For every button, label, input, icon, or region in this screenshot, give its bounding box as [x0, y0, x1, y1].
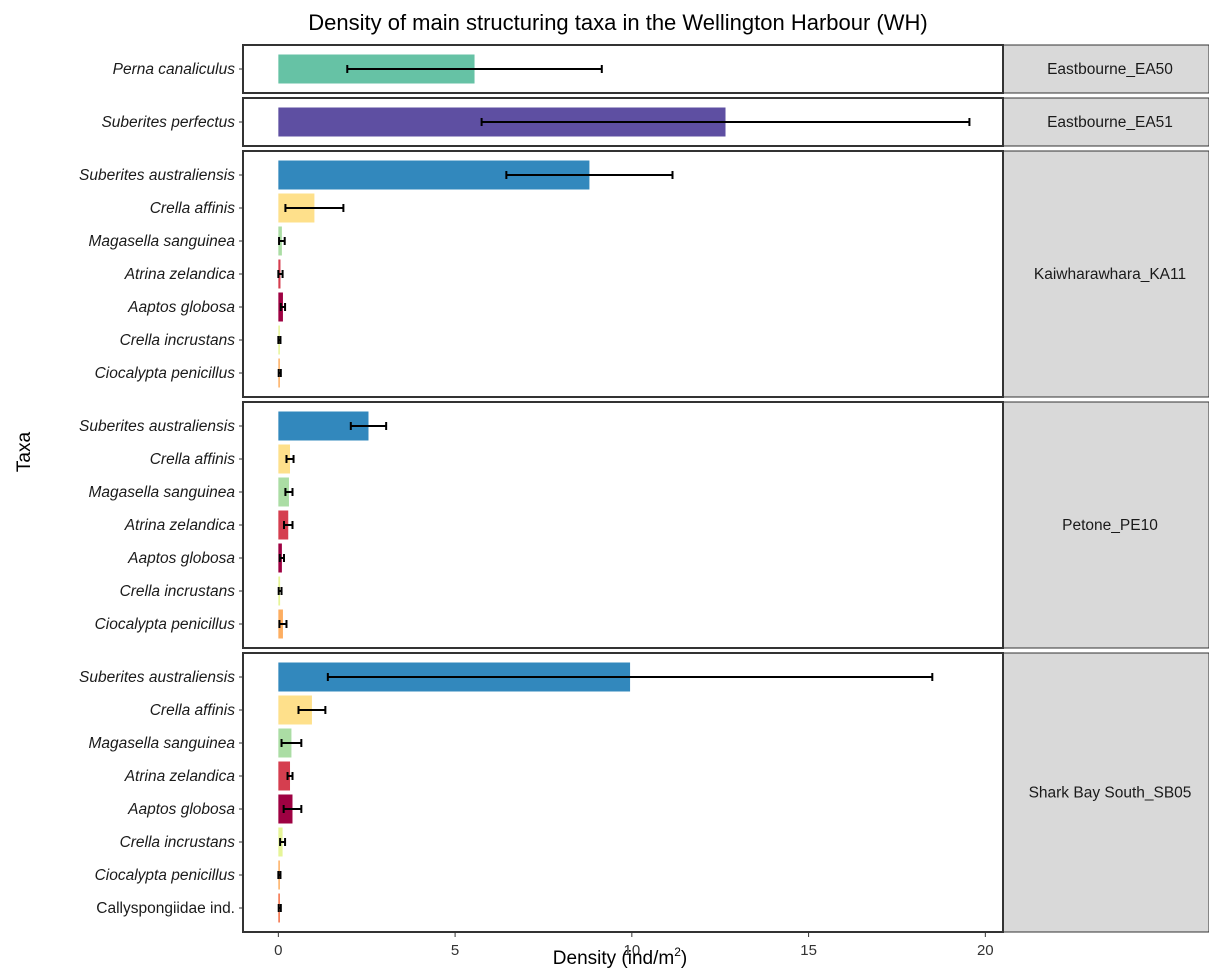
- panel-border: [242, 44, 1004, 94]
- panel-background: [243, 402, 1003, 648]
- error-bar-perna-canaliculus: [346, 65, 603, 73]
- error-bar-aaptos-globosa: [278, 554, 286, 562]
- x-tick-label: 10: [623, 942, 640, 959]
- category-label-suberites-perfectus: Suberites perfectus: [101, 114, 235, 131]
- error-bar-atrina-zelandica: [277, 270, 284, 278]
- error-bar-aaptos-globosa: [282, 805, 303, 813]
- error-bar-callyspongiidae-ind: [277, 904, 282, 912]
- error-bar-ciocalypta-penicillus: [277, 871, 282, 879]
- category-label-atrina-zelandica: Atrina zelandica: [124, 768, 236, 785]
- facet-strip-eastbourne-ea51: [1002, 97, 1209, 147]
- x-axis-title-text: Density (ind/m: [553, 948, 674, 969]
- bar-crella-affinis: [278, 444, 291, 474]
- panel-shark-bay-south-sb05: Shark Bay South_SB05 Suberites australien…: [79, 652, 1209, 933]
- x-tick-label: 5: [451, 942, 459, 959]
- x-tick-label: 0: [274, 942, 282, 959]
- panel-border: [242, 401, 1004, 649]
- category-label-suberites-australiensis: Suberites australiensis: [79, 418, 235, 435]
- category-label-magasella-sanguinea: Magasella sanguinea: [89, 233, 236, 250]
- category-label-ciocalypta-penicillus: Ciocalypta penicillus: [95, 365, 236, 382]
- category-label-suberites-australiensis: Suberites australiensis: [79, 669, 235, 686]
- facet-strip-label: Shark Bay South_SB05: [1029, 785, 1192, 802]
- category-label-crella-affinis: Crella affinis: [150, 200, 236, 217]
- category-label-callyspongiidae-ind: Callyspongiidae ind.: [96, 900, 235, 917]
- panel-background: [243, 151, 1003, 397]
- error-bar-magasella-sanguinea: [278, 237, 286, 245]
- panel-kaiwharawhara-ka11: Kaiwharawhara_KA11 Suberites australiensi…: [79, 150, 1209, 398]
- category-label-atrina-zelandica: Atrina zelandica: [124, 266, 236, 283]
- facet-strip-label: Eastbourne_EA51: [1047, 114, 1173, 131]
- error-bar-suberites-australiensis: [326, 673, 934, 681]
- error-bar-crella-affinis: [285, 455, 295, 463]
- error-bar-atrina-zelandica: [283, 521, 294, 529]
- panel-eastbourne-ea51: Eastbourne_EA51 Suberites perfectus: [101, 97, 1209, 147]
- facet-strip-label: Kaiwharawhara_KA11: [1034, 266, 1186, 283]
- error-bar-crella-affinis: [284, 204, 345, 212]
- error-bar-ciocalypta-penicillus: [278, 620, 288, 628]
- category-label-suberites-australiensis: Suberites australiensis: [79, 167, 235, 184]
- facet-strip-kaiwharawhara-ka11: [1002, 150, 1209, 398]
- y-axis-title: Taxa: [14, 432, 35, 473]
- error-bar-magasella-sanguinea: [284, 488, 294, 496]
- x-tick-label: 15: [800, 942, 817, 959]
- category-label-crella-incrustans: Crella incrustans: [120, 834, 236, 851]
- facet-strip-label: Petone_PE10: [1062, 517, 1158, 534]
- bar-atrina-zelandica: [278, 761, 291, 791]
- chart-title: Density of main structuring taxa in the …: [308, 10, 928, 35]
- category-label-crella-affinis: Crella affinis: [150, 702, 236, 719]
- category-label-ciocalypta-penicillus: Ciocalypta penicillus: [95, 867, 236, 884]
- error-bar-suberites-perfectus: [480, 118, 971, 126]
- panel-border: [242, 97, 1004, 147]
- category-label-aaptos-globosa: Aaptos globosa: [127, 550, 235, 567]
- x-axis-title: Density (ind/m2): [553, 945, 687, 969]
- category-label-magasella-sanguinea: Magasella sanguinea: [89, 735, 236, 752]
- error-bar-suberites-australiensis: [505, 171, 674, 179]
- category-label-crella-affinis: Crella affinis: [150, 451, 236, 468]
- facet-strip-petone-pe10: [1002, 401, 1209, 649]
- bar-magasella-sanguinea: [278, 477, 289, 507]
- error-bar-crella-incrustans: [279, 838, 287, 846]
- facet-strip-label: Eastbourne_EA50: [1047, 61, 1173, 78]
- error-bar-atrina-zelandica: [286, 772, 294, 780]
- facet-strip-eastbourne-ea50: [1002, 44, 1209, 94]
- category-label-magasella-sanguinea: Magasella sanguinea: [89, 484, 236, 501]
- category-label-crella-incrustans: Crella incrustans: [120, 332, 236, 349]
- error-bar-magasella-sanguinea: [280, 739, 303, 747]
- panel-border: [242, 652, 1004, 933]
- category-label-crella-incrustans: Crella incrustans: [120, 583, 236, 600]
- error-bar-crella-incrustans: [277, 336, 282, 344]
- panel-petone-pe10: Petone_PE10 Suberites australiensis Crella…: [79, 401, 1209, 649]
- error-bar-ciocalypta-penicillus: [277, 369, 282, 377]
- category-label-perna-canaliculus: Perna canaliculus: [113, 61, 236, 78]
- panel-background: [243, 653, 1003, 932]
- category-label-aaptos-globosa: Aaptos globosa: [127, 299, 235, 316]
- panel-eastbourne-ea50: Eastbourne_EA50 Perna canaliculus: [113, 44, 1209, 94]
- error-bar-suberites-australiensis: [349, 422, 388, 430]
- panel-border: [242, 150, 1004, 398]
- error-bar-crella-affinis: [297, 706, 327, 714]
- category-label-aaptos-globosa: Aaptos globosa: [127, 801, 235, 818]
- x-axis-title-superscript: 2: [674, 945, 681, 959]
- category-label-atrina-zelandica: Atrina zelandica: [124, 517, 236, 534]
- x-tick-label: 20: [977, 942, 994, 959]
- error-bar-crella-incrustans: [277, 587, 283, 595]
- x-axis-title-suffix: ): [681, 948, 687, 969]
- category-label-ciocalypta-penicillus: Ciocalypta penicillus: [95, 616, 236, 633]
- x-axis: 0 5 10 15 20: [274, 932, 994, 959]
- error-bar-aaptos-globosa: [279, 303, 287, 311]
